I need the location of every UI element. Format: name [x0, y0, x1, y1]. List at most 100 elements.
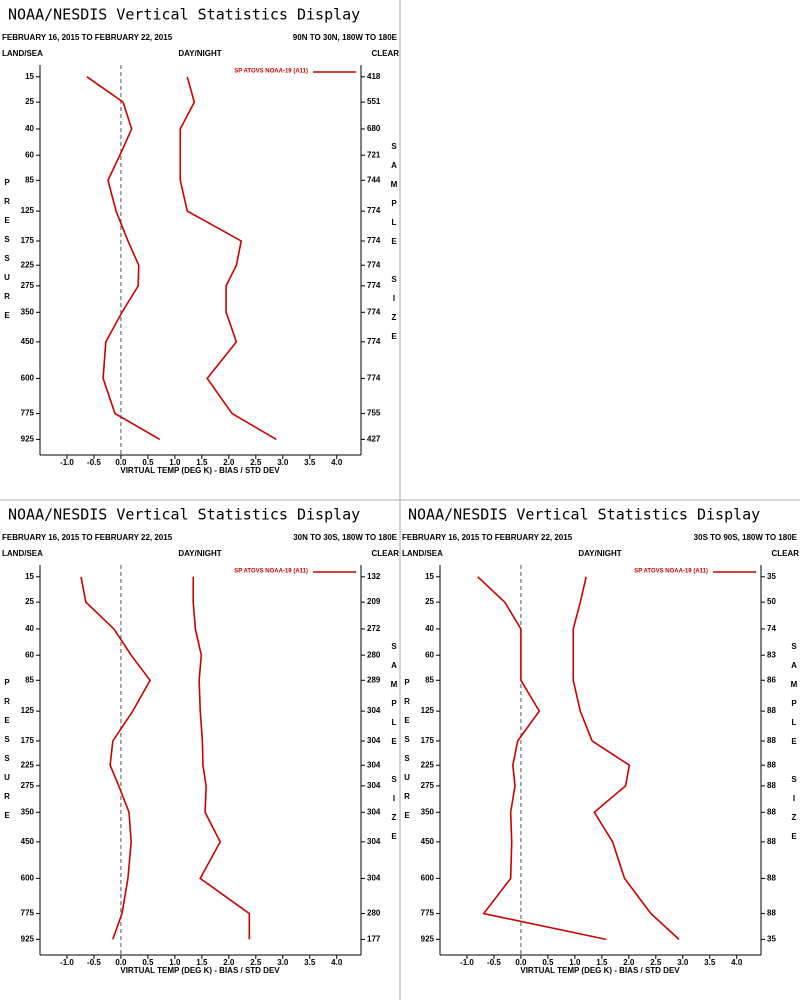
chart-title: NOAA/NESDIS Vertical Statistics Display: [408, 506, 760, 524]
y-tick-label: 925: [421, 935, 435, 944]
sample-size-label: 680: [367, 124, 381, 133]
sample-size-label: 88: [767, 807, 776, 816]
x-tick-label: 2.5: [250, 958, 262, 967]
date-range: FEBRUARY 16, 2015 TO FEBRUARY 22, 2015: [2, 33, 173, 42]
y-tick-label: 40: [425, 624, 434, 633]
y-tick-label: 925: [21, 935, 35, 944]
y-axis-label: PRESSURE: [3, 678, 12, 830]
x-tick-label: 2.5: [650, 958, 662, 967]
y-tick-label: 775: [21, 909, 35, 918]
y2-axis-label: SAMPLE SIZE: [390, 142, 399, 351]
y-tick-label: 125: [21, 206, 35, 215]
y-tick-label: 225: [21, 760, 35, 769]
cloud: CLEAR: [771, 549, 799, 558]
sample-size-label: 304: [367, 781, 381, 790]
chart-title: NOAA/NESDIS Vertical Statistics Display: [8, 6, 360, 24]
land-sea: LAND/SEA: [2, 549, 43, 558]
y2-axis-label: SAMPLE SIZE: [390, 642, 399, 851]
sample-size-label: 280: [367, 909, 381, 918]
x-tick-label: 3.0: [677, 958, 689, 967]
x-tick-label: 0.0: [515, 958, 527, 967]
y-axis-label: PRESSURE: [403, 678, 412, 830]
y-tick-label: 25: [425, 597, 434, 606]
y-tick-label: 125: [421, 706, 435, 715]
day-night: DAY/NIGHT: [578, 549, 621, 558]
x-tick-label: -1.0: [460, 958, 474, 967]
y-tick-label: 175: [421, 736, 435, 745]
y-tick-label: 25: [25, 597, 34, 606]
y-tick-label: 350: [21, 307, 35, 316]
profile-line: [179, 76, 277, 441]
land-sea: LAND/SEA: [2, 49, 43, 58]
y-tick-label: 775: [421, 909, 435, 918]
date-range: FEBRUARY 16, 2015 TO FEBRUARY 22, 2015: [402, 533, 573, 542]
y-tick-label: 60: [425, 650, 434, 659]
sample-size-label: 304: [367, 706, 381, 715]
x-tick-label: 0.5: [142, 958, 154, 967]
sample-size-label: 88: [767, 909, 776, 918]
sample-size-label: 304: [367, 837, 381, 846]
x-tick-label: -1.0: [60, 458, 74, 467]
sample-size-label: 289: [367, 675, 381, 684]
y-tick-label: 225: [21, 260, 35, 269]
sample-size-label: 74: [767, 624, 776, 633]
x-tick-label: 2.0: [623, 958, 635, 967]
sample-size-label: 88: [767, 736, 776, 745]
sample-size-label: 774: [367, 337, 381, 346]
x-axis-label: VIRTUAL TEMP (DEG K) - BIAS / STD DEV: [120, 466, 280, 475]
x-tick-label: 3.5: [304, 958, 316, 967]
x-tick-label: 3.0: [277, 458, 289, 467]
sample-size-label: 83: [767, 650, 776, 659]
y-tick-label: 85: [425, 675, 434, 684]
sample-size-label: 427: [367, 435, 381, 444]
x-tick-label: 1.0: [169, 458, 181, 467]
sample-size-label: 744: [367, 175, 381, 184]
y-tick-label: 350: [21, 807, 35, 816]
y-tick-label: 350: [421, 807, 435, 816]
x-tick-label: 2.5: [250, 458, 262, 467]
y-tick-label: 275: [21, 781, 35, 790]
y-tick-label: 60: [25, 650, 34, 659]
land-sea: LAND/SEA: [402, 549, 443, 558]
sample-size-label: 304: [367, 736, 381, 745]
profile-line: [572, 576, 680, 940]
cloud: CLEAR: [371, 49, 399, 58]
sample-size-label: 755: [367, 409, 381, 418]
y-tick-label: 775: [21, 409, 35, 418]
x-tick-label: -0.5: [87, 958, 101, 967]
legend-label: SP ATOVS NOAA-19 (A11): [234, 569, 308, 575]
sample-size-label: 209: [367, 597, 381, 606]
day-night: DAY/NIGHT: [178, 49, 221, 58]
x-tick-label: 1.5: [196, 458, 208, 467]
sample-size-label: 774: [367, 307, 381, 316]
panel: NOAA/NESDIS Vertical Statistics Display F…: [402, 506, 799, 976]
panel: NOAA/NESDIS Vertical Statistics Display F…: [2, 506, 399, 976]
x-tick-label: 1.0: [169, 958, 181, 967]
panel: NOAA/NESDIS Vertical Statistics Display F…: [2, 6, 399, 476]
chart-title: NOAA/NESDIS Vertical Statistics Display: [8, 506, 360, 524]
sample-size-label: 774: [367, 260, 381, 269]
x-tick-label: 0.5: [542, 958, 554, 967]
x-tick-label: 1.5: [196, 958, 208, 967]
sample-size-label: 50: [767, 597, 776, 606]
sample-size-label: 88: [767, 837, 776, 846]
x-tick-label: -0.5: [87, 458, 101, 467]
sample-size-label: 774: [367, 206, 381, 215]
profile-line: [477, 576, 607, 941]
y-tick-label: 450: [21, 337, 35, 346]
x-tick-label: 0.0: [115, 958, 127, 967]
x-tick-label: 2.0: [223, 458, 235, 467]
sample-size-label: 774: [367, 281, 381, 290]
y-tick-label: 40: [25, 624, 34, 633]
sample-size-label: 272: [367, 624, 381, 633]
y-tick-label: 925: [21, 435, 35, 444]
y-tick-label: 175: [21, 736, 35, 745]
y-axis-label: PRESSURE: [3, 178, 12, 330]
x-tick-label: 3.5: [304, 458, 316, 467]
sample-size-label: 177: [367, 935, 381, 944]
x-tick-label: 2.0: [223, 958, 235, 967]
y-tick-label: 60: [25, 150, 34, 159]
x-tick-label: -0.5: [487, 958, 501, 967]
sample-size-label: 721: [367, 150, 381, 159]
